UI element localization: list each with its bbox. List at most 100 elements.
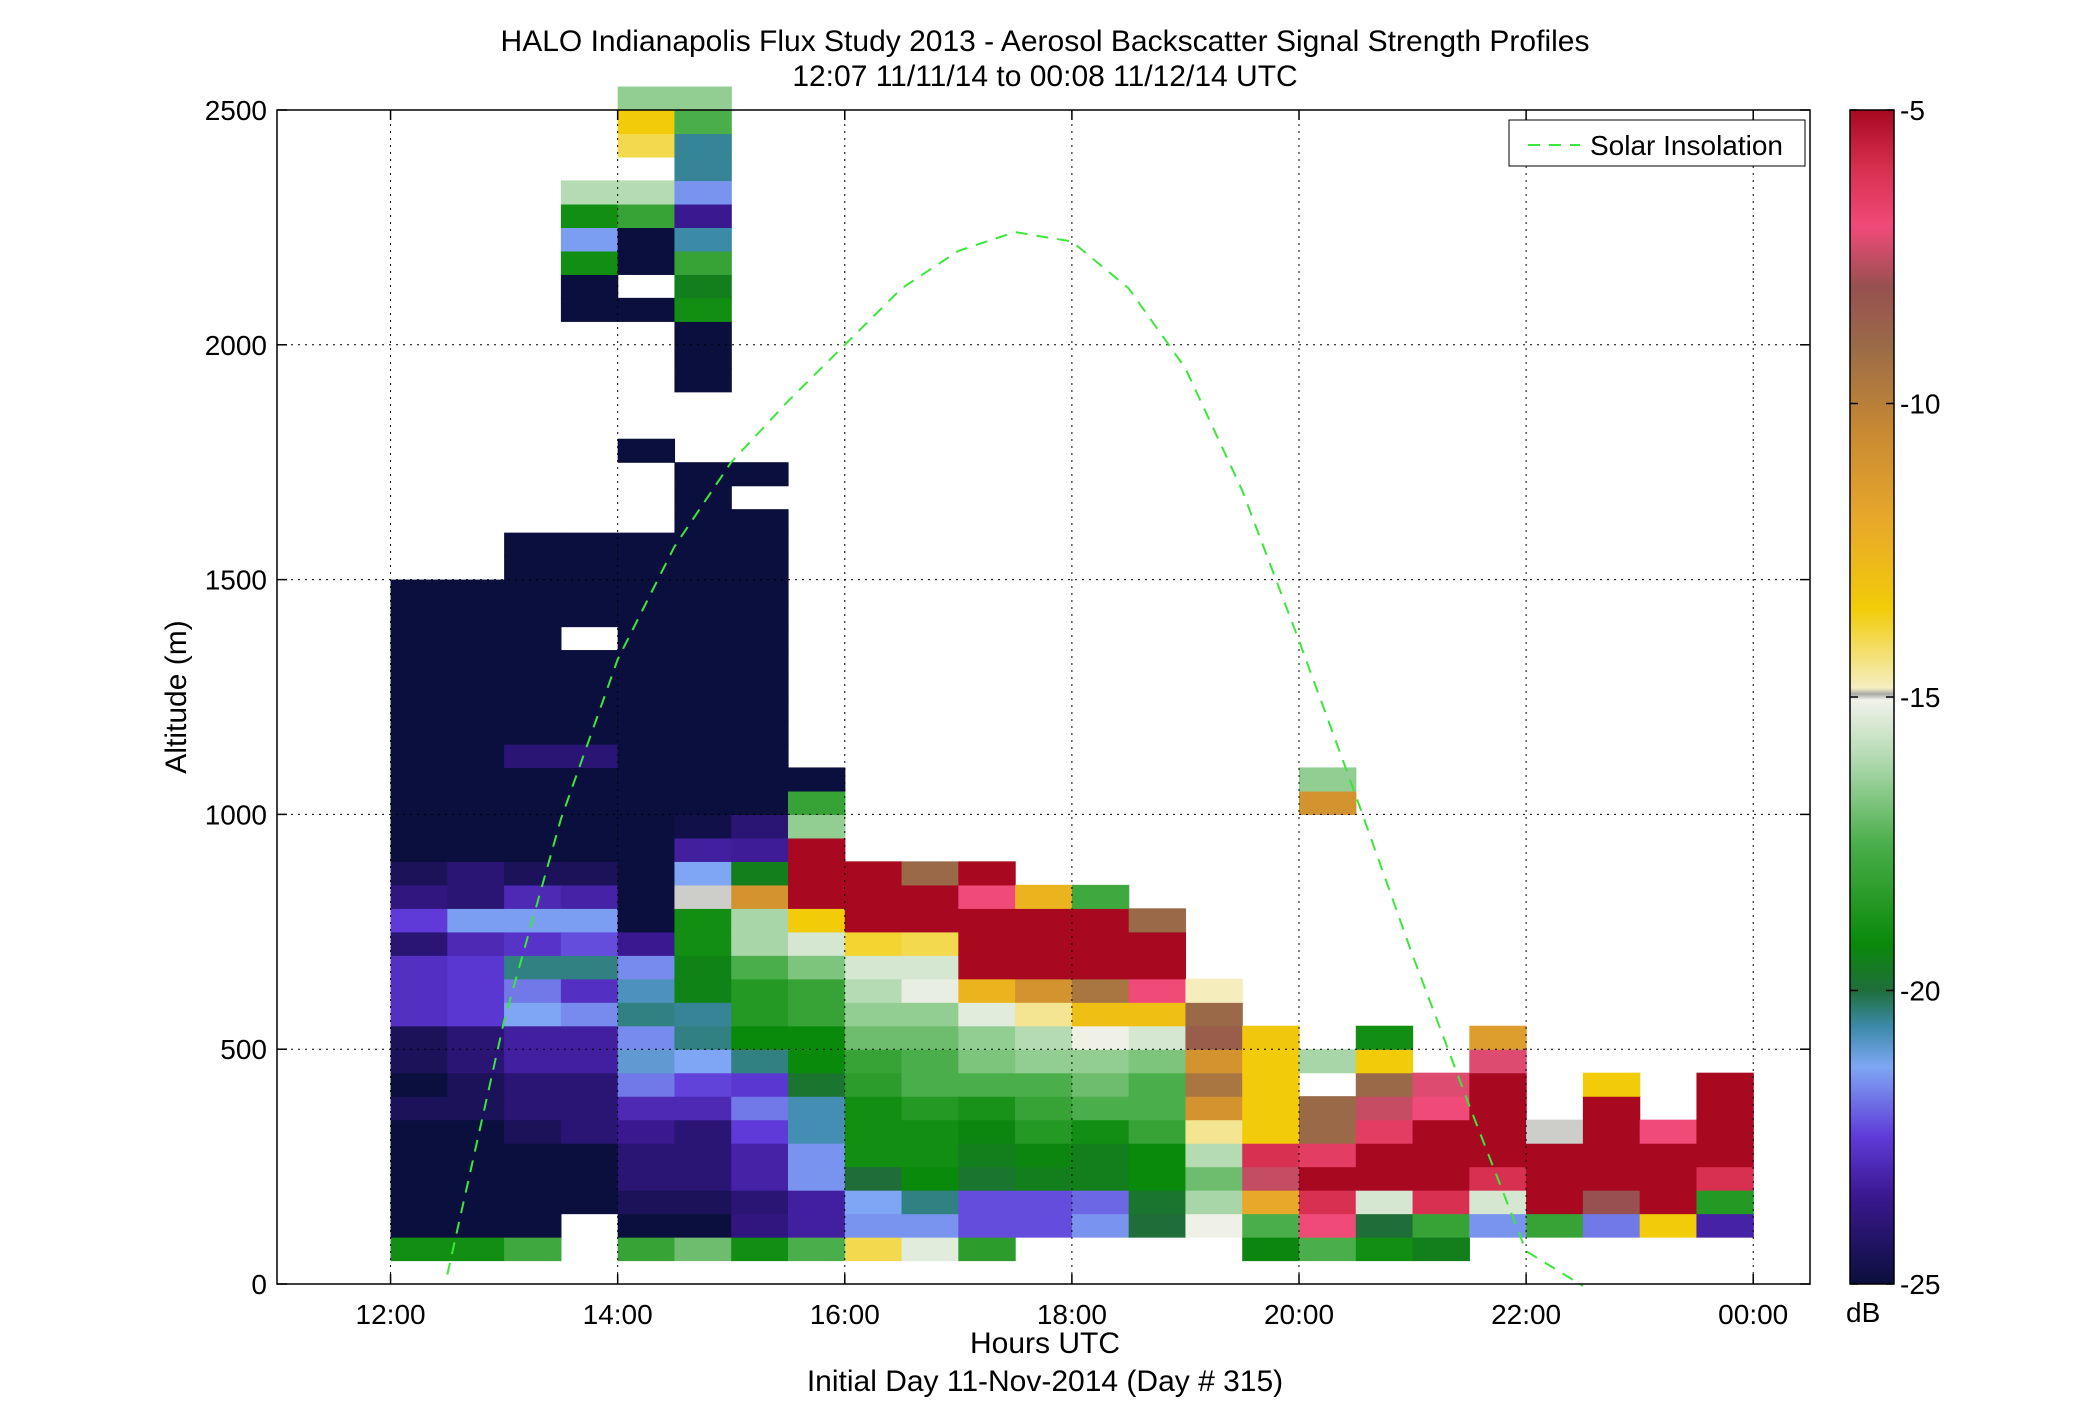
heatmap-cell <box>617 697 676 722</box>
heatmap-cell <box>1526 1190 1584 1215</box>
heatmap-cell <box>504 837 562 862</box>
heatmap-cell <box>1071 1049 1130 1074</box>
heatmap-cell <box>1299 1190 1357 1215</box>
heatmap-cell <box>1015 1049 1073 1074</box>
heatmap-cell <box>390 790 448 815</box>
colorbar-tick-label: -15 <box>1900 682 1940 713</box>
heatmap-cell <box>844 1002 903 1027</box>
heatmap-cell <box>617 1237 676 1262</box>
heatmap-cell <box>1299 1213 1357 1238</box>
heatmap-cell <box>447 1213 505 1238</box>
heatmap-cell <box>617 1213 676 1238</box>
heatmap-cell <box>1582 1072 1641 1097</box>
heatmap-cell <box>560 908 619 933</box>
heatmap-cell <box>731 908 789 933</box>
heatmap-cell <box>1242 1072 1300 1097</box>
heatmap-cell <box>504 1213 562 1238</box>
heatmap-cell <box>958 1190 1016 1215</box>
heatmap-cell <box>504 790 562 815</box>
heatmap-cell <box>560 931 619 956</box>
heatmap-cell <box>731 884 789 909</box>
heatmap-cell <box>1639 1143 1698 1168</box>
heatmap-cell <box>731 767 789 792</box>
x-tick-label: 22:00 <box>1491 1299 1561 1330</box>
heatmap-cell <box>731 743 789 769</box>
heatmap-cell <box>958 1237 1016 1262</box>
heatmap-cell <box>504 767 562 792</box>
heatmap-cell <box>1015 1096 1073 1121</box>
colorbar-tick-label: -10 <box>1900 389 1940 420</box>
heatmap-cell <box>674 626 732 651</box>
heatmap-cell <box>1128 1049 1187 1074</box>
heatmap-cell <box>390 767 448 792</box>
heatmap-cell <box>901 1190 959 1215</box>
heatmap-cell <box>958 1213 1016 1238</box>
heatmap-cell <box>674 837 732 862</box>
heatmap-cell <box>390 884 448 909</box>
heatmap-cell <box>901 1143 959 1168</box>
heatmap-cell <box>1128 908 1187 933</box>
heatmap-cell <box>447 579 505 604</box>
heatmap-cell <box>390 931 448 956</box>
heatmap-cell <box>1185 978 1243 1003</box>
heatmap-cell <box>958 884 1016 909</box>
heatmap-cell <box>504 884 562 909</box>
heatmap-cell <box>1469 1025 1527 1050</box>
heatmap-cell <box>844 1190 903 1215</box>
heatmap-cell <box>1128 1119 1187 1144</box>
heatmap-cell <box>1299 1237 1357 1262</box>
heatmap-cell <box>560 861 619 886</box>
heatmap-cell <box>958 1143 1016 1168</box>
heatmap-cell <box>674 955 732 980</box>
x-tick-label: 00:00 <box>1718 1299 1788 1330</box>
heatmap-cell <box>1015 1143 1073 1168</box>
heatmap-cell <box>560 250 619 275</box>
heatmap-cell <box>1696 1190 1754 1215</box>
heatmap-cell <box>1582 1143 1641 1168</box>
heatmap-cell <box>731 1213 789 1238</box>
heatmap-cell <box>844 978 903 1003</box>
heatmap-cell <box>447 1072 505 1097</box>
heatmap-cell <box>504 1143 562 1168</box>
heatmap-cell <box>674 344 732 369</box>
heatmap-cell <box>1299 1096 1357 1121</box>
heatmap-cell <box>504 861 562 886</box>
heatmap-cell <box>1355 1049 1414 1074</box>
heatmap-cell <box>731 720 789 745</box>
heatmap-cell <box>1582 1213 1641 1238</box>
heatmap-cell <box>1242 1119 1300 1144</box>
heatmap-cell <box>731 1096 789 1121</box>
heatmap-cell <box>1185 1143 1243 1168</box>
heatmap-cell <box>674 743 732 769</box>
heatmap-cell <box>504 673 562 698</box>
heatmap-cell <box>447 837 505 862</box>
heatmap-cell <box>504 1190 562 1215</box>
heatmap-cell <box>1412 1237 1470 1262</box>
solar-insolation-line <box>446 231 1584 1287</box>
heatmap-cell <box>731 1166 789 1191</box>
heatmap-cell <box>560 837 619 862</box>
heatmap-cell <box>674 556 732 581</box>
heatmap-cell <box>1469 1190 1527 1215</box>
heatmap-cell <box>504 1072 562 1097</box>
heatmap-cell <box>390 837 448 862</box>
heatmap-cell <box>1696 1096 1754 1121</box>
heatmap-cell <box>1355 1213 1414 1238</box>
heatmap-cell <box>617 532 676 557</box>
heatmap-cell <box>390 1119 448 1144</box>
heatmap-cell <box>560 180 619 205</box>
heatmap-cell <box>560 743 619 769</box>
heatmap-cell <box>1299 790 1357 815</box>
y-axis-label: Altitude (m) <box>160 620 193 773</box>
heatmap-cell <box>674 227 732 252</box>
heatmap-cell <box>1469 1119 1527 1144</box>
heatmap-cell <box>1299 1166 1357 1191</box>
heatmap-cell <box>1071 1143 1130 1168</box>
heatmap-cell <box>674 1166 732 1191</box>
heatmap-cell <box>504 603 562 628</box>
heatmap-cell <box>788 1237 846 1262</box>
heatmap-cell <box>674 908 732 933</box>
colorbar-tick-label: -20 <box>1900 976 1940 1007</box>
heatmap-cell <box>731 1237 789 1262</box>
